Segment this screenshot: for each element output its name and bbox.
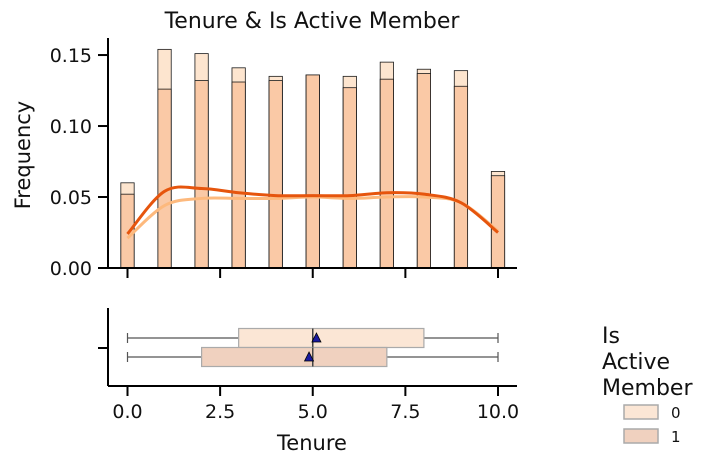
x-tick-label: 5.0: [298, 401, 328, 423]
hist-bar-series-1: [379, 78, 394, 269]
hist-bar-series-1: [305, 74, 320, 269]
kde-line-series-1: [126, 185, 499, 235]
legend-title-line: Is: [602, 324, 620, 349]
box-mean-marker: [303, 351, 315, 362]
x-tick-label: 2.5: [205, 401, 235, 423]
hist-bar-series-1: [268, 80, 283, 269]
legend-title-line: Active: [602, 350, 670, 375]
hist-bar-series-1: [120, 193, 135, 269]
legend-entries: 01: [623, 404, 681, 446]
box-iqr-0: [238, 327, 425, 349]
box-iqr-1: [201, 346, 388, 368]
histogram-bars: [120, 48, 506, 269]
histogram-panel: 0.00 0.05 0.10 0.15 Frequency: [11, 38, 517, 280]
hist-bar-series-1: [157, 88, 172, 269]
hist-bar-series-1: [231, 81, 246, 269]
boxplots: [126, 327, 499, 368]
box-mean-marker: [311, 332, 322, 343]
y-tick-label: 0.05: [50, 187, 92, 209]
legend-swatch-0: [623, 404, 659, 420]
x-tick-label: 0.0: [112, 401, 142, 423]
y-axis-title: Frequency: [11, 101, 35, 210]
y-ticks: 0.00 0.05 0.10 0.15: [50, 45, 108, 280]
hist-bar-series-1: [194, 80, 209, 269]
legend-title: Is Active Member: [602, 324, 693, 401]
y-tick-label: 0.00: [50, 258, 92, 280]
x-axis-title: Tenure: [276, 431, 347, 455]
y-tick-label: 0.15: [50, 45, 92, 67]
legend-label: 1: [671, 428, 681, 446]
y-tick-label: 0.10: [50, 116, 92, 138]
hist-bar-series-1: [453, 85, 469, 269]
hist-bar-series-1: [416, 73, 431, 269]
chart-title: Tenure & Is Active Member: [164, 9, 461, 34]
x-tick-label: 7.5: [390, 401, 420, 423]
legend-label: 0: [671, 404, 681, 422]
x-ticks-bottom: 0.0 2.5 5.0 7.5 10.0: [112, 386, 519, 423]
boxplot-panel: 0.0 2.5 5.0 7.5 10.0 Tenure: [98, 308, 519, 455]
kde-lines: [126, 185, 499, 240]
legend-title-line: Member: [602, 376, 693, 401]
legend-swatch-1: [623, 428, 659, 444]
hist-bar-series-1: [342, 87, 357, 269]
legend: Is Active Member 01: [602, 324, 693, 446]
x-ticks-top: [126, 268, 499, 278]
hist-bar-series-1: [490, 175, 506, 269]
x-tick-label: 10.0: [477, 401, 519, 423]
